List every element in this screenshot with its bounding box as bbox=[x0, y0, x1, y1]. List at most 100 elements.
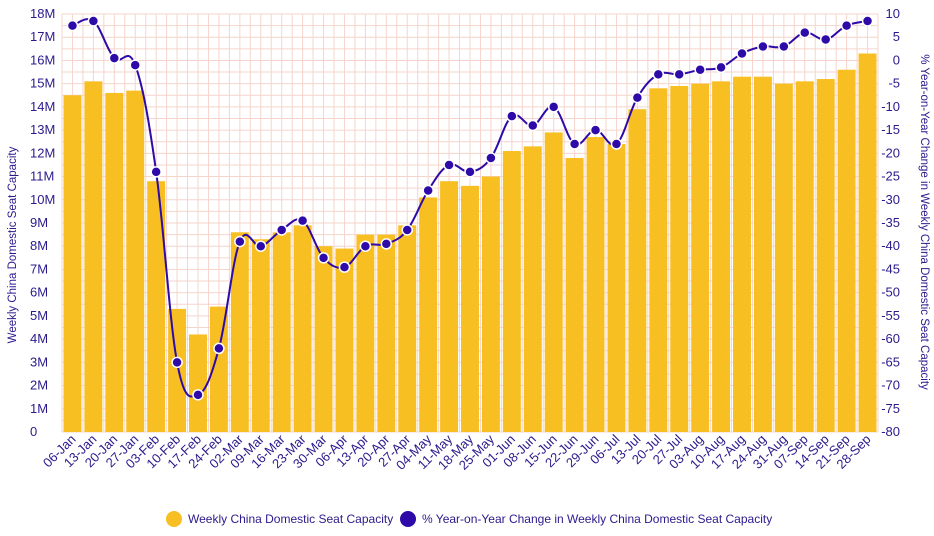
bar-08-Jun bbox=[523, 146, 542, 432]
right-tick-label: -15 bbox=[881, 122, 900, 137]
point-30-Mar bbox=[317, 252, 330, 264]
left-tick-label: 4M bbox=[30, 331, 48, 346]
bar-29-Jun bbox=[586, 137, 605, 433]
bar-17-Feb bbox=[189, 334, 207, 432]
bar-31-Aug bbox=[774, 83, 793, 433]
right-tick-label: -20 bbox=[881, 145, 900, 160]
right-tick-label: -25 bbox=[881, 169, 900, 184]
right-tick-label: -70 bbox=[881, 378, 900, 393]
legend-bar-marker bbox=[166, 511, 182, 527]
point-13-Jul bbox=[631, 91, 644, 104]
point-10-Aug bbox=[715, 61, 727, 74]
bar-28-Sep bbox=[858, 53, 877, 432]
right-tick-label: 5 bbox=[893, 29, 900, 44]
left-tick-label: 8M bbox=[30, 238, 48, 253]
point-16-Mar bbox=[275, 224, 288, 236]
point-17-Aug bbox=[736, 47, 748, 60]
point-20-Jul bbox=[652, 68, 665, 81]
right-tick-label: -5 bbox=[888, 76, 900, 91]
point-03-Feb bbox=[150, 166, 162, 178]
left-tick-label: 15M bbox=[30, 76, 55, 91]
left-tick-label: 3M bbox=[30, 354, 48, 369]
point-29-Jun bbox=[589, 124, 602, 136]
legend-line-marker bbox=[400, 511, 416, 527]
left-tick-label: 6M bbox=[30, 285, 48, 300]
bar-series bbox=[63, 53, 877, 433]
point-02-Mar bbox=[234, 235, 246, 248]
left-tick-label: 16M bbox=[30, 52, 55, 67]
left-tick-label: 1M bbox=[30, 401, 48, 416]
point-27-Jan bbox=[129, 59, 141, 71]
bar-06-Jul bbox=[607, 144, 626, 433]
right-tick-label: -50 bbox=[881, 285, 900, 300]
right-tick-label: -80 bbox=[881, 424, 900, 439]
bar-01-Jun bbox=[502, 151, 521, 432]
bar-14-Sep bbox=[816, 79, 835, 433]
point-27-Apr bbox=[401, 224, 413, 236]
left-tick-label: 17M bbox=[30, 29, 55, 44]
bar-23-Mar bbox=[293, 225, 312, 432]
point-03-Aug bbox=[694, 63, 706, 76]
left-tick-label: 10M bbox=[30, 192, 55, 207]
bar-17-Aug bbox=[733, 76, 751, 432]
bar-20-Jan bbox=[105, 92, 124, 432]
bar-20-Apr bbox=[377, 234, 396, 432]
bar-13-Jan bbox=[84, 81, 103, 432]
bar-22-Jun bbox=[565, 157, 584, 432]
point-09-Mar bbox=[255, 240, 267, 252]
right-tick-label: -75 bbox=[881, 401, 900, 416]
right-axis-title: % Year-on-Year Change in Weekly China Do… bbox=[918, 54, 930, 390]
bar-06-Jan bbox=[63, 95, 82, 433]
point-25-May bbox=[485, 152, 497, 164]
right-tick-label: -60 bbox=[881, 331, 900, 346]
point-08-Jun bbox=[527, 119, 539, 132]
bar-27-Jul bbox=[670, 85, 689, 432]
point-27-Jul bbox=[673, 68, 685, 81]
bar-11-May bbox=[440, 181, 459, 432]
left-tick-label: 2M bbox=[30, 378, 48, 393]
bar-02-Mar bbox=[230, 232, 249, 432]
right-tick-label: -40 bbox=[881, 238, 900, 253]
bar-27-Apr bbox=[398, 225, 417, 432]
bar-20-Jul bbox=[649, 88, 668, 433]
point-31-Aug bbox=[778, 40, 790, 53]
left-axis-ticks: 0 1M 2M 3M 4M 5M 6M 7M 8M 9M 10M 11M 12M 13M 14M 15M 16M… bbox=[30, 6, 55, 439]
bar-10-Aug bbox=[712, 81, 731, 432]
bar-15-Jun bbox=[544, 132, 563, 432]
bar-09-Mar bbox=[251, 239, 270, 432]
left-tick-label: 0 bbox=[30, 424, 37, 439]
bar-03-Feb bbox=[147, 181, 166, 432]
left-tick-label: 9M bbox=[30, 215, 48, 230]
bar-24-Feb bbox=[209, 306, 228, 432]
left-tick-label: 11M bbox=[30, 169, 54, 184]
bar-13-Jul bbox=[628, 109, 647, 432]
point-18-May bbox=[464, 166, 476, 178]
point-06-Jul bbox=[610, 138, 623, 150]
bar-16-Mar bbox=[272, 232, 291, 432]
point-13-Jan bbox=[87, 15, 100, 27]
point-14-Sep bbox=[819, 33, 832, 46]
point-10-Feb bbox=[171, 356, 183, 369]
bar-07-Sep bbox=[795, 81, 814, 432]
right-tick-label: -35 bbox=[881, 215, 900, 230]
left-tick-label: 5M bbox=[30, 308, 48, 323]
point-11-May bbox=[443, 159, 455, 171]
bar-13-Apr bbox=[356, 234, 375, 432]
left-tick-label: 7M bbox=[30, 261, 48, 276]
yoy-change-line bbox=[72, 18, 868, 398]
bar-06-Apr bbox=[335, 248, 354, 432]
point-22-Jun bbox=[568, 138, 581, 150]
right-tick-label: -55 bbox=[881, 308, 900, 323]
left-tick-label: 14M bbox=[30, 99, 55, 114]
bar-18-May bbox=[461, 185, 479, 432]
bar-04-May bbox=[419, 197, 438, 432]
right-tick-label: -10 bbox=[881, 99, 900, 114]
left-tick-label: 12M bbox=[30, 145, 55, 160]
right-tick-label: -30 bbox=[881, 192, 900, 207]
point-20-Jan bbox=[108, 52, 121, 64]
right-tick-label: 0 bbox=[893, 52, 900, 67]
point-17-Feb bbox=[192, 389, 204, 401]
bar-27-Jan bbox=[126, 90, 145, 432]
point-20-Apr bbox=[380, 238, 393, 250]
